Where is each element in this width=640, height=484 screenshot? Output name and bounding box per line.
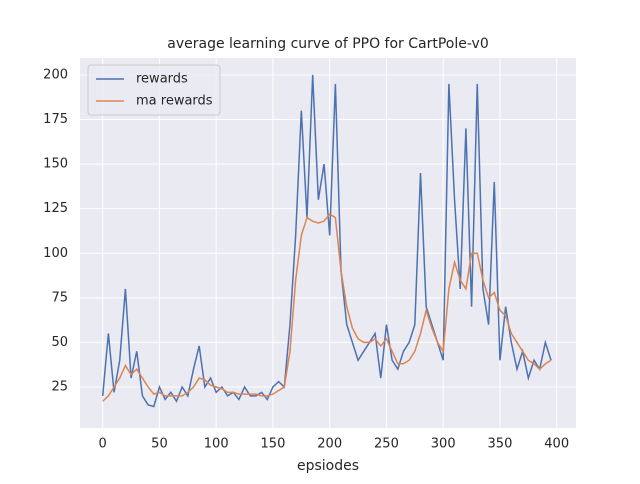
x-tick-label: 200	[317, 437, 342, 452]
x-tick-label: 350	[488, 437, 513, 452]
y-tick-label: 75	[51, 290, 68, 305]
x-tick-label: 250	[374, 437, 399, 452]
legend-box	[87, 64, 221, 116]
y-tick-label: 200	[43, 67, 68, 82]
y-tick-label: 25	[51, 379, 68, 394]
x-tick-label: 0	[99, 437, 107, 452]
x-tick-label: 50	[151, 437, 168, 452]
x-tick-label: 400	[544, 437, 569, 452]
y-tick-label: 100	[43, 246, 68, 261]
x-tick-label: 150	[261, 437, 286, 452]
x-axis-label: epsiodes	[297, 458, 359, 474]
x-tick-label: 300	[431, 437, 456, 452]
y-tick-label: 175	[43, 112, 68, 127]
legend-label: rewards	[136, 72, 188, 87]
legend-label: ma rewards	[136, 94, 213, 109]
y-tick-label: 125	[43, 201, 68, 216]
line-series	[102, 213, 552, 402]
line-series	[101, 74, 552, 408]
x-tick-label: 100	[204, 437, 229, 452]
chart-title: average learning curve of PPO for CartPo…	[167, 36, 488, 52]
y-tick-label: 150	[43, 157, 68, 172]
y-tick-label: 50	[51, 335, 68, 350]
